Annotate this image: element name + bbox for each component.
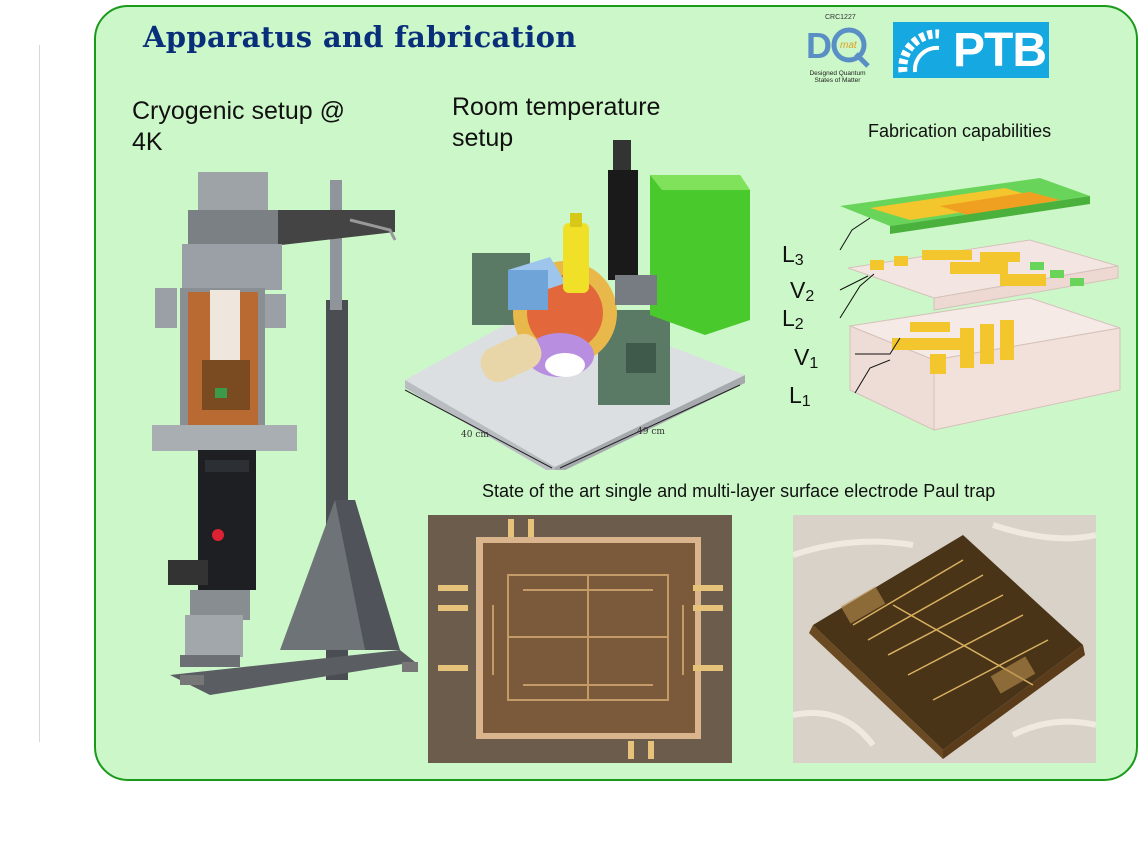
- dqmat-caption: Designed Quantum States of Matter: [809, 70, 866, 84]
- room-temperature-setup-image: [404, 140, 750, 470]
- dqmat-mark-icon: D mat: [806, 25, 870, 68]
- single-layer-trap-photo: [428, 515, 732, 763]
- room-temp-heading: Room temperature setup: [452, 93, 661, 152]
- ptb-emblem-icon: [898, 29, 940, 73]
- layer-label-l2: L2: [782, 305, 804, 333]
- multi-layer-trap-photo: [793, 515, 1096, 763]
- svg-text:mat: mat: [840, 40, 858, 51]
- slide-title: Apparatus and fabrication: [143, 20, 577, 54]
- ptb-logo: PTB: [893, 22, 1049, 78]
- paul-trap-caption: State of the art single and multi-layer …: [482, 481, 996, 501]
- ptb-text: PTB: [953, 24, 1047, 77]
- table-depth-label: 49 cm: [637, 427, 665, 437]
- layer-label-l1: L1: [789, 382, 811, 410]
- multilayer-stack-image: [839, 178, 1121, 431]
- layer-label-v1: V1: [794, 344, 819, 372]
- cryogenic-setup-image: [152, 172, 418, 695]
- svg-text:D: D: [806, 25, 832, 66]
- fabrication-heading: Fabrication capabilities: [868, 121, 1052, 141]
- cryo-heading: Cryogenic setup @ 4K: [132, 97, 345, 156]
- slide-left-rule: [39, 45, 40, 742]
- dqmat-logo: CRC1227 D mat Designed Quantum States of…: [800, 14, 875, 84]
- table-width-label: 40 cm: [461, 430, 489, 440]
- layer-label-l3: L3: [782, 241, 804, 269]
- layer-label-v2: V2: [790, 277, 815, 305]
- dqmat-code: CRC1227: [825, 14, 856, 21]
